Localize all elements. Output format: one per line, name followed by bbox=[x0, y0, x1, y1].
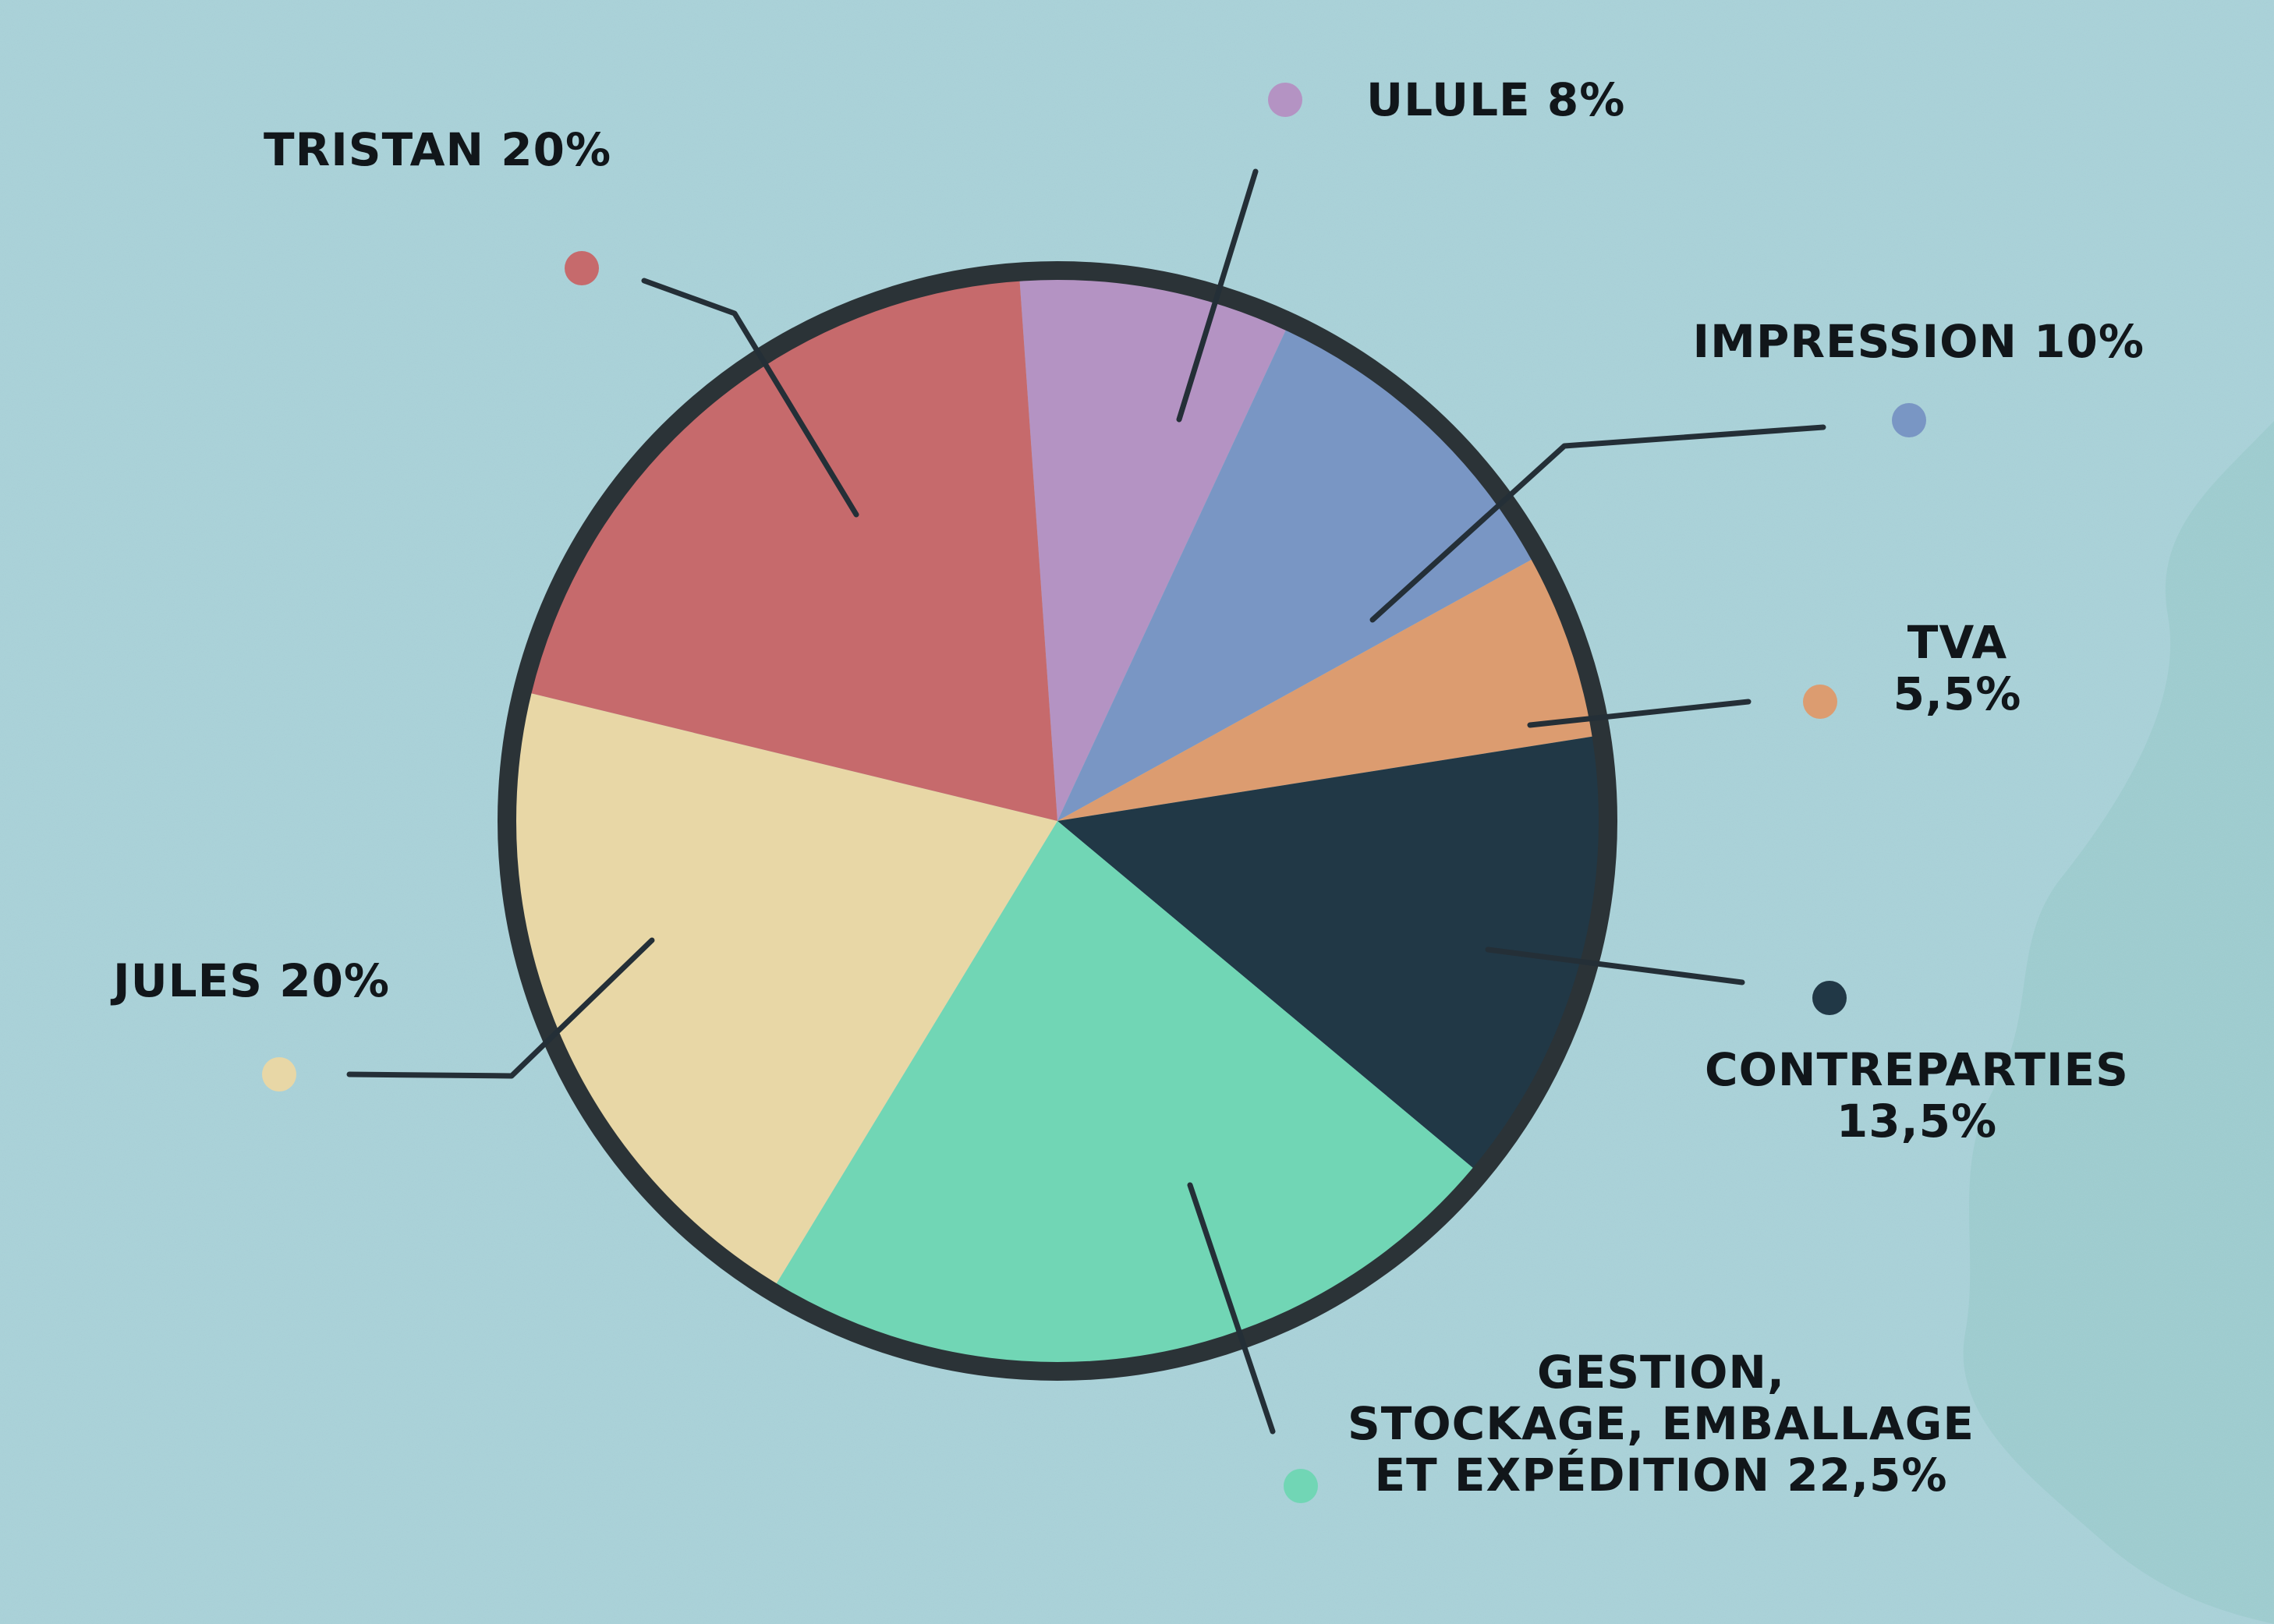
legend-dot-ulule bbox=[1268, 83, 1302, 117]
legend-dots bbox=[262, 83, 1926, 1503]
leader-line-ulule bbox=[1176, 168, 1259, 423]
legend-dot-gestion-stockage-emballage-et-exp-dition bbox=[1284, 1469, 1318, 1503]
slice-label-line: JULES 20% bbox=[110, 954, 390, 1007]
pie-group bbox=[507, 270, 1608, 1372]
legend-dot-jules bbox=[262, 1057, 296, 1092]
pie-slice-impression bbox=[1057, 321, 1540, 822]
leader-line-tva bbox=[1527, 699, 1752, 728]
slice-label-line: ET EXPÉDITION 22,5% bbox=[1375, 1448, 1948, 1502]
pie-slice-tva bbox=[1057, 555, 1602, 821]
legend-dot-contreparties bbox=[1812, 981, 1847, 1015]
slice-label-line: STOCKAGE, EMBALLAGE bbox=[1348, 1397, 1975, 1450]
leader-line-gestion-stockage-emballage-et-exp-dition bbox=[1187, 1182, 1276, 1435]
pie-slice-ulule bbox=[1018, 270, 1290, 821]
pie-slice-tristan bbox=[522, 271, 1057, 821]
slice-label-jules: JULES 20% bbox=[110, 954, 390, 1007]
slice-label-line: 13,5% bbox=[1837, 1095, 1997, 1148]
slice-label-impression: IMPRESSION 10% bbox=[1693, 315, 2145, 368]
pie-slice-gestion-stockage-emballage-et-exp-dition bbox=[771, 821, 1480, 1372]
leader-lines bbox=[346, 168, 1826, 1435]
leader-line-impression bbox=[1369, 424, 1826, 623]
slice-label-ulule: ULULE 8% bbox=[1366, 73, 1625, 126]
slice-label-line: TRISTAN 20% bbox=[264, 123, 611, 176]
slice-label-contreparties: CONTREPARTIES 13,5% bbox=[1705, 1043, 2129, 1148]
slice-label-tva: TVA 5,5% bbox=[1893, 616, 2022, 720]
leader-line-contreparties bbox=[1485, 946, 1745, 985]
slice-label-line: TVA bbox=[1907, 616, 2007, 669]
legend-dot-impression bbox=[1892, 403, 1926, 437]
slice-label-line: CONTREPARTIES bbox=[1705, 1043, 2129, 1096]
slice-labels: ULULE 8% IMPRESSION 10% TVA 5,5% CONTREPARTI… bbox=[110, 73, 2145, 1502]
slice-label-tristan: TRISTAN 20% bbox=[264, 123, 611, 176]
pie-slice-contreparties bbox=[1057, 734, 1608, 1174]
legend-dot-tva bbox=[1803, 685, 1837, 719]
pie-outline bbox=[498, 261, 1617, 1381]
leader-line-jules bbox=[346, 937, 655, 1079]
slice-label-line: ULULE 8% bbox=[1366, 73, 1625, 126]
slice-label-line: IMPRESSION 10% bbox=[1693, 315, 2145, 368]
slice-label-line: GESTION, bbox=[1537, 1346, 1785, 1399]
slice-label-gestion-stockage-emballage-et-exp-dition: GESTION, STOCKAGE, EMBALLAGE ET EXPÉDITION… bbox=[1348, 1346, 1975, 1502]
leader-line-tristan bbox=[641, 278, 859, 518]
legend-dot-tristan bbox=[565, 251, 599, 285]
slice-label-line: 5,5% bbox=[1893, 667, 2022, 720]
pie-slice-jules bbox=[507, 691, 1057, 1292]
